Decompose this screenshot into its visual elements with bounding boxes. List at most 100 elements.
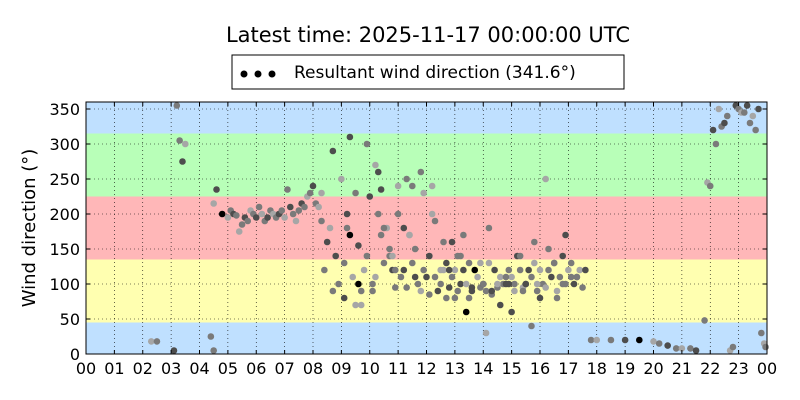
data-point xyxy=(224,214,232,221)
data-point xyxy=(553,287,561,295)
data-point xyxy=(715,105,723,113)
data-point xyxy=(465,259,473,267)
data-point xyxy=(340,259,348,267)
data-point xyxy=(451,266,459,274)
data-point xyxy=(292,217,300,225)
x-tick-label: 21 xyxy=(672,359,692,378)
data-point xyxy=(752,126,759,134)
data-point xyxy=(496,301,504,309)
data-point xyxy=(482,329,490,337)
x-tick-label: 20 xyxy=(643,359,663,378)
scatter-points xyxy=(147,102,769,354)
y-tick-label: 250 xyxy=(49,170,80,189)
legend-box xyxy=(231,54,625,90)
data-point xyxy=(295,207,303,214)
data-point xyxy=(471,266,479,274)
x-tick-label: 09 xyxy=(331,359,351,378)
data-point xyxy=(567,273,575,281)
data-point xyxy=(460,231,467,239)
data-point xyxy=(474,273,481,281)
data-point xyxy=(338,175,345,183)
data-point xyxy=(369,280,376,288)
data-point xyxy=(542,175,549,183)
data-point xyxy=(414,280,422,288)
data-point xyxy=(479,280,487,288)
data-point xyxy=(343,210,351,218)
data-point xyxy=(318,189,325,197)
data-point xyxy=(485,224,493,232)
data-point xyxy=(531,238,538,246)
data-point xyxy=(355,280,362,288)
data-point xyxy=(264,214,271,221)
data-point xyxy=(306,189,314,197)
legend: Resultant wind direction (341.6°) xyxy=(231,54,625,90)
x-tick-label: 05 xyxy=(218,359,238,378)
data-point xyxy=(394,210,402,218)
data-point xyxy=(403,284,410,291)
x-tick-label: 11 xyxy=(388,359,408,378)
data-point xyxy=(417,287,425,295)
x-tick-label: 12 xyxy=(416,359,436,378)
data-point xyxy=(505,266,513,274)
data-point xyxy=(420,266,427,274)
data-point xyxy=(170,347,178,354)
data-point xyxy=(411,245,419,253)
x-tick-label: 00 xyxy=(76,359,96,378)
data-point xyxy=(235,228,243,235)
data-point xyxy=(678,345,686,352)
data-point xyxy=(360,266,368,274)
data-point xyxy=(655,340,663,347)
data-point xyxy=(238,221,246,228)
data-point xyxy=(567,259,575,267)
legend-marker xyxy=(268,70,276,78)
data-point xyxy=(462,308,470,316)
data-point xyxy=(420,189,427,197)
data-point xyxy=(423,273,430,281)
data-point xyxy=(377,231,385,239)
data-point xyxy=(536,266,544,274)
data-point xyxy=(491,266,498,274)
data-point xyxy=(749,112,757,120)
data-point xyxy=(403,175,410,183)
data-point xyxy=(409,259,416,267)
data-point xyxy=(386,245,393,253)
data-point xyxy=(528,322,535,330)
y-tick-label: 300 xyxy=(49,135,80,154)
data-point xyxy=(448,238,456,246)
x-tick-label: 03 xyxy=(161,359,181,378)
data-point xyxy=(636,336,643,344)
data-point xyxy=(762,343,769,351)
data-point xyxy=(173,102,181,109)
data-point xyxy=(445,284,453,291)
data-point xyxy=(519,287,527,295)
data-point xyxy=(485,259,493,267)
data-point xyxy=(579,284,586,291)
data-point xyxy=(343,224,351,232)
legend-marker xyxy=(240,70,248,78)
x-tick-label: 07 xyxy=(274,359,294,378)
data-point xyxy=(326,224,334,232)
data-point xyxy=(692,347,700,354)
y-tick-label: 0 xyxy=(70,345,80,364)
data-point xyxy=(457,252,464,260)
data-point xyxy=(533,287,541,295)
data-point xyxy=(505,280,513,288)
data-point xyxy=(516,252,524,260)
x-tick-label: 23 xyxy=(728,359,748,378)
data-point xyxy=(746,119,754,127)
data-point xyxy=(255,203,263,211)
x-tick-label: 02 xyxy=(133,359,153,378)
data-point xyxy=(465,294,473,302)
data-point xyxy=(565,266,572,274)
data-point xyxy=(758,329,765,337)
data-point xyxy=(352,189,359,197)
data-point xyxy=(309,182,317,190)
data-point xyxy=(531,259,538,267)
data-point xyxy=(400,266,408,274)
y-tick-label: 350 xyxy=(49,100,80,119)
data-point xyxy=(536,294,544,302)
data-point xyxy=(553,294,561,302)
x-tick-label: 18 xyxy=(587,359,607,378)
data-point xyxy=(607,336,615,344)
data-point xyxy=(391,266,399,274)
